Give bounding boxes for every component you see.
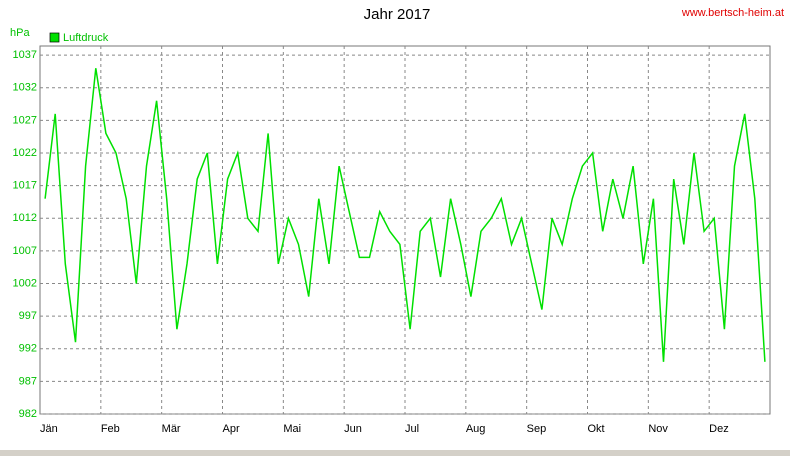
y-tick-label: 1032 [13,82,37,94]
y-axis-label: hPa [10,27,30,39]
x-tick-label: Apr [223,423,240,435]
legend-swatch [49,32,60,43]
y-tick-label: 1007 [13,245,37,257]
x-tick-label: Feb [101,423,120,435]
source: www.bertsch-heim.at [681,7,784,19]
y-tick-label: 992 [19,343,37,355]
chart-title: Jahr 2017 [364,6,431,23]
y-tick-label: 997 [19,310,37,322]
status-bar [0,450,790,456]
x-tick-label: Jän [40,423,58,435]
y-tick-label: 1022 [13,147,37,159]
x-tick-label: Nov [648,423,668,435]
y-tick-label: 987 [19,375,37,387]
x-tick-label: Mär [162,423,181,435]
y-tick-label: 1037 [13,49,37,61]
legend-label: Luftdruck [63,32,109,44]
data-line [44,68,766,362]
x-tick-label: Dez [709,423,729,435]
x-tick-label: Okt [588,423,605,435]
x-tick-label: Aug [466,423,486,435]
y-tick-label: 1002 [13,277,37,289]
x-tick-label: Sep [527,423,547,435]
y-tick-label: 1027 [13,114,37,126]
x-tick-label: Mai [283,423,301,435]
x-tick-label: Jun [344,423,362,435]
y-tick-label: 982 [19,408,37,420]
x-tick-label: Jul [405,423,419,435]
y-tick-label: 1017 [13,180,37,192]
y-tick-label: 1012 [13,212,37,224]
